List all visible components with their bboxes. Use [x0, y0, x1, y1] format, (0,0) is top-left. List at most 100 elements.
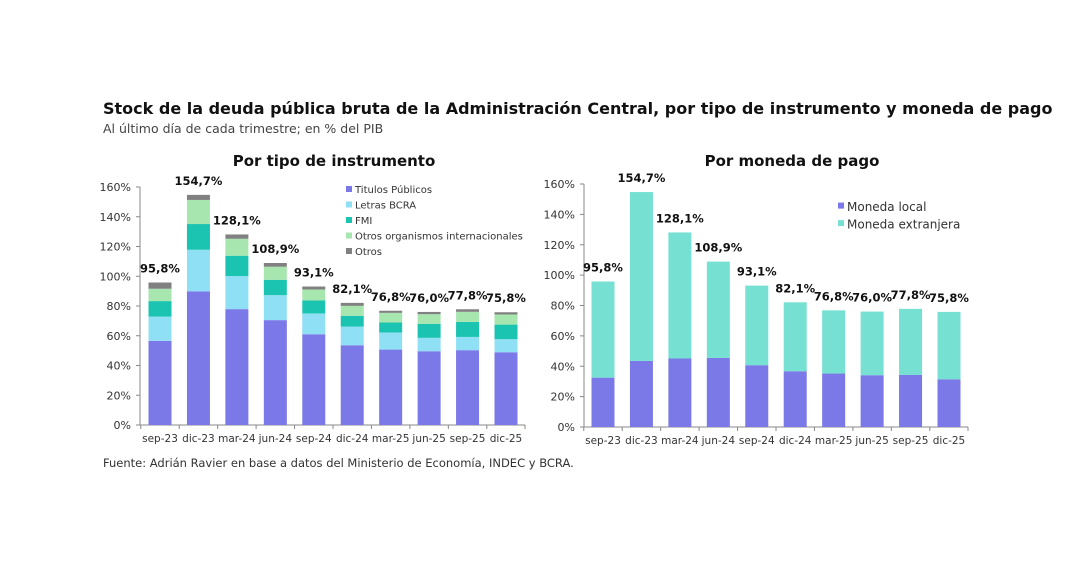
- y-tick-label: 140%: [100, 211, 131, 224]
- bar-segment: [186, 199, 210, 225]
- total-label: 76,0%: [409, 291, 449, 305]
- bar-segment: [456, 336, 480, 351]
- x-tick-label: sep-24: [739, 435, 775, 447]
- bar-segment: [417, 323, 441, 338]
- total-label: 154,7%: [174, 174, 222, 188]
- legend-swatch: [346, 217, 352, 223]
- x-tick-label: jun-25: [854, 435, 888, 447]
- x-tick-label: dic-24: [336, 433, 369, 445]
- bar-segment: [494, 352, 518, 425]
- bar-segment: [225, 238, 249, 256]
- bar-segment: [302, 300, 326, 314]
- y-tick-label: 20%: [551, 391, 575, 404]
- bar-segment: [302, 313, 326, 335]
- total-label: 75,8%: [929, 291, 969, 305]
- chart-subtitle: Al último día de cada trimestre; en % de…: [103, 121, 384, 136]
- bar-segment: [148, 288, 172, 302]
- legend-label: Letras BCRA: [355, 201, 416, 212]
- x-tick-label: mar-25: [372, 433, 409, 445]
- bar-segment: [148, 301, 172, 317]
- bar-segment: [225, 309, 249, 425]
- total-label: 76,8%: [814, 289, 854, 303]
- bar-segment: [186, 291, 210, 425]
- x-tick-label: dic-23: [182, 433, 215, 445]
- bar-segment: [783, 302, 807, 372]
- bar-segment: [494, 314, 518, 325]
- bar-segment: [148, 340, 172, 425]
- bar-segment: [340, 315, 364, 327]
- panel-title: Por moneda de pago: [705, 152, 880, 170]
- bar-segment: [225, 234, 249, 239]
- bar-segment: [822, 373, 846, 427]
- y-tick-label: 80%: [107, 300, 131, 313]
- y-tick-label: 100%: [544, 269, 575, 282]
- bar-segment: [340, 345, 364, 425]
- legend-label: Moneda extranjera: [847, 218, 960, 232]
- legend-label: Otros: [355, 247, 382, 258]
- bar-segment: [494, 312, 518, 315]
- x-tick-label: sep-23: [585, 435, 621, 447]
- panel-title: Por tipo de instrumento: [233, 152, 436, 170]
- bar-segment: [263, 295, 287, 321]
- bar-segment: [456, 321, 480, 337]
- y-tick-label: 40%: [551, 360, 575, 373]
- bar-segment: [937, 379, 961, 427]
- total-label: 82,1%: [332, 282, 372, 296]
- legend-swatch: [838, 202, 844, 209]
- y-tick-label: 160%: [544, 178, 575, 191]
- bar-segment: [263, 279, 287, 296]
- bar-segment: [379, 310, 403, 313]
- bar-segment: [302, 286, 326, 290]
- bar-segment: [494, 324, 518, 340]
- bar-segment: [263, 263, 287, 267]
- bar-segment: [494, 339, 518, 353]
- bar-segment: [263, 266, 287, 280]
- x-tick-label: dic-23: [625, 435, 658, 447]
- legend-swatch: [838, 220, 844, 227]
- bar-segment: [591, 377, 615, 427]
- legend-swatch: [346, 248, 352, 254]
- bar-segment: [629, 192, 653, 361]
- total-label: 75,8%: [486, 291, 526, 305]
- total-label: 95,8%: [140, 261, 180, 275]
- bar-segment: [417, 337, 441, 352]
- bar-segment: [340, 326, 364, 346]
- total-label: 128,1%: [213, 213, 261, 227]
- bar-segment: [899, 308, 923, 375]
- bar-segment: [591, 281, 615, 378]
- y-tick-label: 120%: [100, 241, 131, 254]
- bar-segment: [706, 261, 730, 358]
- bar-segment: [379, 312, 403, 323]
- x-tick-label: jun-24: [258, 433, 293, 445]
- bar-segment: [417, 311, 441, 315]
- x-tick-label: mar-24: [661, 435, 699, 447]
- x-tick-label: dic-25: [490, 433, 523, 445]
- total-label: 77,8%: [448, 288, 488, 302]
- bar-segment: [340, 305, 364, 316]
- bar-segment: [629, 360, 653, 427]
- y-tick-label: 20%: [107, 389, 131, 402]
- bar-segment: [148, 316, 172, 341]
- y-tick-label: 0%: [114, 419, 131, 432]
- x-tick-label: mar-25: [815, 435, 852, 447]
- bar-segment: [379, 349, 403, 425]
- legend-label: Otros organismos internacionales: [355, 232, 523, 243]
- total-label: 76,0%: [852, 291, 892, 305]
- bar-segment: [263, 320, 287, 425]
- y-tick-label: 140%: [544, 208, 575, 221]
- bar-segment: [186, 249, 210, 292]
- total-label: 93,1%: [737, 265, 777, 279]
- x-tick-label: sep-24: [296, 433, 332, 445]
- bar-segment: [899, 374, 923, 427]
- bar-segment: [745, 365, 769, 427]
- x-tick-label: dic-24: [779, 435, 812, 447]
- y-tick-label: 60%: [107, 330, 131, 343]
- total-label: 108,9%: [251, 242, 299, 256]
- bar-segment: [456, 309, 480, 312]
- source-note: Fuente: Adrián Ravier en base a datos de…: [103, 456, 574, 470]
- x-tick-label: sep-23: [142, 433, 178, 445]
- legend-swatch: [346, 186, 352, 192]
- y-tick-label: 60%: [551, 330, 575, 343]
- y-tick-label: 160%: [100, 181, 131, 194]
- total-label: 77,8%: [891, 288, 931, 302]
